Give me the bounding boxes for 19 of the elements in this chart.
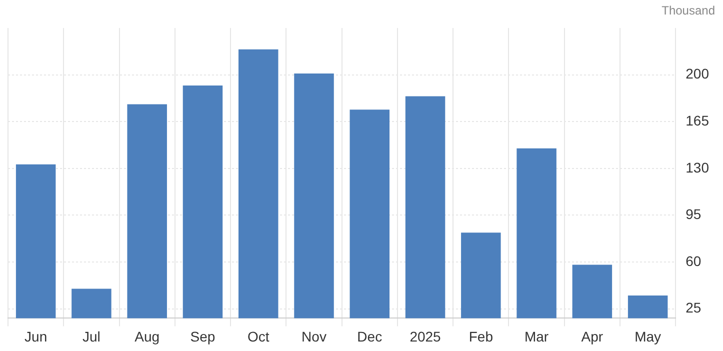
x-tick-label: 2025 <box>410 328 442 344</box>
x-tick-label: Feb <box>468 328 494 344</box>
x-tick-label: Aug <box>134 328 160 344</box>
x-tick-label: Dec <box>357 328 382 344</box>
x-tick-label: Nov <box>302 328 326 344</box>
y-tick-label: 200 <box>686 66 710 82</box>
x-tick-label: Sep <box>190 328 216 344</box>
y-tick-label: 60 <box>686 252 702 269</box>
y-tick-label: 95 <box>686 206 702 222</box>
x-tick-label: Apr <box>581 328 604 344</box>
x-tick-label: Jul <box>82 328 100 344</box>
y-tick-label: 165 <box>686 112 710 128</box>
x-tick-label: Jun <box>24 328 48 344</box>
x-tick-label: May <box>634 328 662 344</box>
x-tick-label: Oct <box>247 328 270 344</box>
y-tick-label: 25 <box>686 300 702 316</box>
x-tick-label: Mar <box>524 328 549 344</box>
y-tick-label: 130 <box>686 159 710 176</box>
y-axis-title: Thousand <box>662 3 715 18</box>
